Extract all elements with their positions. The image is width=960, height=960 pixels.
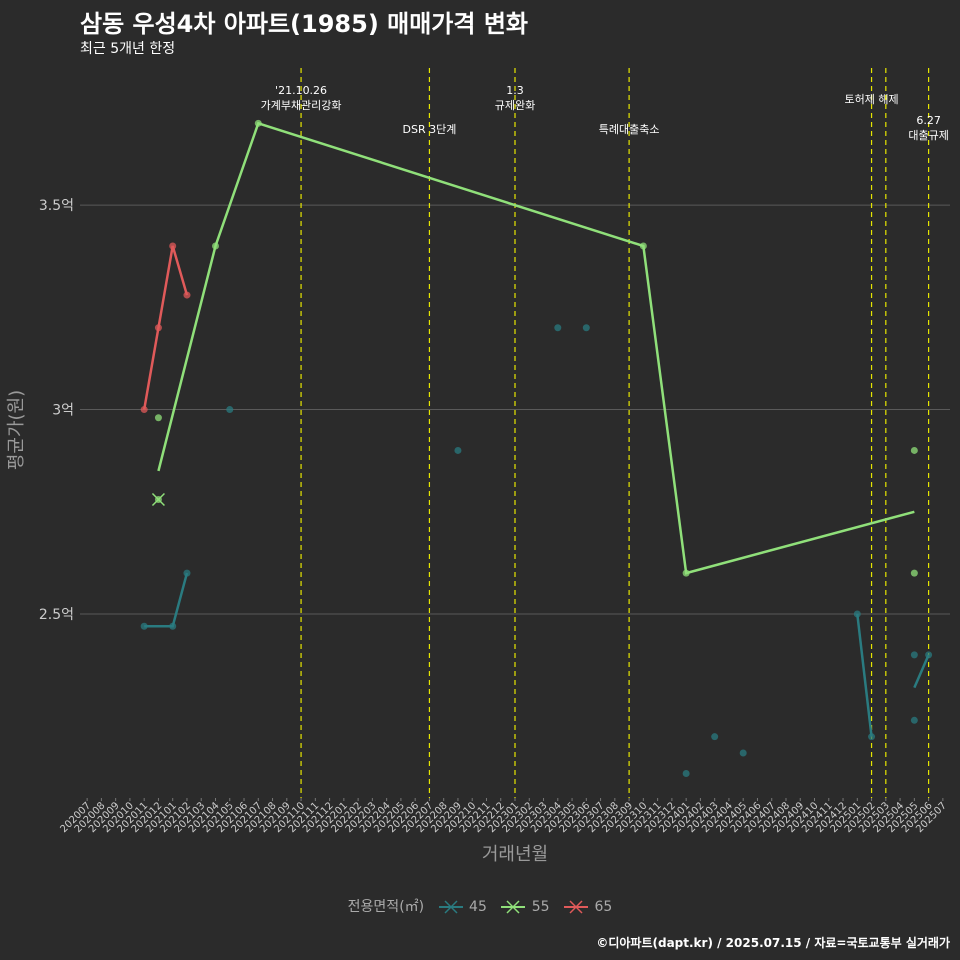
data-point-65 — [140, 406, 148, 414]
policy-label: DSR 3단계 — [403, 123, 457, 136]
data-point-45 — [454, 446, 462, 454]
data-point-65 — [183, 291, 191, 299]
legend-key-45 — [438, 900, 463, 914]
data-point-45 — [140, 622, 148, 630]
y-tick-label: 3억 — [52, 403, 74, 419]
data-point-45 — [910, 651, 918, 659]
data-point-55 — [682, 569, 690, 577]
y-axis-title: 평균가(원) — [6, 390, 27, 470]
legend-label-65: 65 — [594, 899, 613, 915]
legend-item-45: 45 — [437, 899, 487, 915]
data-point-45 — [868, 733, 876, 741]
series-line-45 — [144, 572, 189, 628]
series-line-45 — [913, 654, 930, 689]
data-point-55 — [910, 569, 918, 577]
data-point-45 — [739, 749, 747, 757]
policy-label: '21.10.26 — [275, 84, 327, 97]
y-tick-label: 2.5억 — [39, 607, 74, 623]
legend-item-65: 65 — [562, 899, 612, 915]
y-tick-label: 3.5억 — [39, 198, 74, 214]
policy-label: 6.27 — [916, 114, 941, 127]
legend-key-55 — [501, 900, 526, 914]
data-point-65 — [154, 324, 162, 332]
data-point-45 — [910, 716, 918, 724]
data-point-55 — [910, 446, 918, 454]
data-point-45 — [582, 324, 590, 332]
data-point-55 — [254, 119, 262, 127]
chart-subtitle: 최근 5개년 한정 — [80, 41, 176, 57]
legend-item-55: 55 — [499, 899, 550, 915]
data-point-55 — [639, 242, 647, 250]
data-point-55 — [211, 242, 219, 250]
policy-label: 규제완화 — [495, 99, 535, 112]
data-point-45 — [226, 406, 234, 414]
data-point-45 — [554, 324, 562, 332]
legend-key-65 — [564, 900, 589, 914]
legend-title: 전용면적(㎡) — [347, 899, 425, 915]
data-point-55 — [154, 414, 162, 422]
policy-label: 1.3 — [506, 84, 524, 97]
data-point-45 — [183, 569, 191, 577]
series-line-45 — [856, 613, 873, 737]
policy-label: 특례대출축소 — [599, 123, 660, 136]
policy-label: 가계부채관리강화 — [261, 99, 342, 112]
data-point-65 — [169, 242, 177, 250]
series-line-65 — [142, 245, 189, 410]
series-line-55 — [157, 121, 915, 575]
data-point-45 — [711, 733, 719, 741]
data-point-45 — [925, 651, 933, 659]
legend-label-55: 55 — [531, 899, 550, 915]
x-axis-title: 거래년월 — [482, 844, 548, 865]
legend: 전용면적(㎡) 45 55 65 — [0, 896, 960, 916]
single-point-marker — [151, 492, 165, 507]
data-point-45 — [853, 610, 861, 618]
source-caption: ©디아파트(dapt.kr) / 2025.07.15 / 자료=국토교통부 실… — [596, 936, 950, 950]
policy-label: 대출규제 — [908, 129, 948, 142]
legend-label-45: 45 — [469, 899, 487, 915]
data-point-45 — [169, 622, 177, 630]
chart-title: 삼동 우성4차 아파트(1985) 매매가격 변화 — [80, 10, 528, 38]
data-point-45 — [682, 769, 690, 777]
policy-label: 토허제 해제 — [845, 92, 899, 106]
